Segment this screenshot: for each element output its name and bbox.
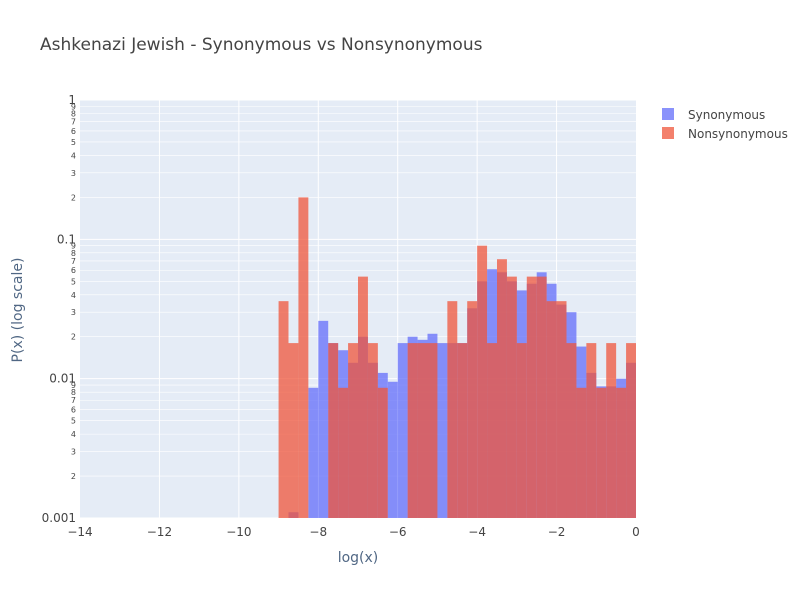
bar-nonsynonymous [616, 387, 627, 518]
y-minor-tick-label: 7 [71, 396, 76, 405]
bar-nonsynonymous [497, 259, 507, 518]
y-tick-label: 0.001 [42, 511, 76, 525]
y-minor-tick-label: 3 [71, 448, 76, 457]
bar-nonsynonymous [487, 343, 497, 518]
bar-nonsynonymous [546, 301, 557, 518]
bar-synonymous [387, 381, 398, 518]
y-minor-tick-label: 6 [71, 127, 76, 136]
bar-nonsynonymous [338, 387, 349, 518]
x-tick-label: −10 [226, 525, 251, 539]
y-minor-tick-label: 6 [71, 406, 76, 415]
bar-nonsynonymous [427, 343, 438, 518]
bar-synonymous [397, 343, 408, 518]
bar-nonsynonymous [596, 387, 607, 518]
y-minor-tick-label: 5 [71, 417, 76, 426]
bar-nonsynonymous [506, 276, 517, 518]
y-minor-tick-label: 3 [71, 308, 76, 317]
bar-nonsynonymous [457, 343, 468, 518]
x-tick-label: −8 [309, 525, 327, 539]
y-minor-tick-label: 8 [71, 249, 76, 258]
x-tick-label: −14 [67, 525, 92, 539]
legend[interactable]: Synonymous Nonsynonymous [662, 108, 788, 141]
bar-nonsynonymous [526, 276, 537, 518]
y-minor-tick-label: 5 [71, 277, 76, 286]
bar-nonsynonymous [367, 343, 378, 518]
y-minor-tick-label: 2 [71, 193, 76, 202]
bar-nonsynonymous [447, 301, 458, 518]
y-minor-tick-label: 7 [71, 257, 76, 266]
bar-nonsynonymous [536, 276, 547, 518]
y-minor-tick-label: 2 [71, 333, 76, 342]
bars-layer [278, 197, 636, 519]
y-minor-tick-label: 9 [71, 242, 76, 251]
y-minor-tick-label: 8 [71, 388, 76, 397]
bar-nonsynonymous [516, 343, 527, 518]
y-minor-tick-label: 7 [71, 118, 76, 127]
x-tick-label: −2 [548, 525, 566, 539]
y-minor-tick-label: 4 [71, 151, 76, 160]
bar-nonsynonymous [288, 343, 299, 518]
y-tick-label: 0.1 [57, 232, 76, 246]
bar-synonymous [437, 343, 448, 518]
bar-nonsynonymous [626, 343, 636, 518]
y-minor-tick-label: 4 [71, 291, 76, 300]
bar-nonsynonymous [477, 245, 488, 519]
y-minor-tick-label: 2 [71, 472, 76, 481]
y-minor-tick-label: 5 [71, 138, 76, 147]
bar-nonsynonymous [556, 301, 567, 518]
legend-swatch-nonsynonymous [662, 127, 674, 139]
y-tick-label: 0.01 [49, 372, 76, 386]
bar-nonsynonymous [298, 197, 309, 518]
y-minor-tick-label: 3 [71, 169, 76, 178]
bar-nonsynonymous [586, 343, 597, 518]
legend-label-synonymous: Synonymous [688, 108, 765, 122]
series-nonsynonymous [278, 197, 636, 519]
chart-title: Ashkenazi Jewish - Synonymous vs Nonsyno… [40, 35, 483, 55]
bar-nonsynonymous [417, 343, 428, 518]
x-tick-label: 0 [632, 525, 640, 539]
x-axis-title: log(x) [338, 550, 379, 566]
bar-nonsynonymous [348, 343, 358, 518]
legend-swatch-synonymous [662, 108, 674, 120]
y-axis-title: P(x) (log scale) [10, 258, 26, 363]
legend-label-nonsynonymous: Nonsynonymous [688, 127, 788, 141]
y-minor-tick-label: 9 [71, 102, 76, 111]
bar-synonymous [318, 320, 329, 518]
y-minor-tick-label: 8 [71, 110, 76, 119]
x-tick-label: −12 [147, 525, 172, 539]
bar-nonsynonymous [377, 387, 388, 518]
bar-synonymous [308, 387, 319, 518]
y-minor-tick-label: 4 [71, 430, 76, 439]
bar-nonsynonymous [407, 343, 418, 518]
bar-nonsynonymous [278, 301, 289, 518]
bar-nonsynonymous [566, 343, 577, 518]
bar-nonsynonymous [606, 343, 617, 518]
y-minor-tick-label: 9 [71, 381, 76, 390]
x-tick-label: −6 [389, 525, 407, 539]
y-tick-label: 1 [68, 93, 76, 107]
bar-nonsynonymous [576, 387, 587, 518]
legend-item-nonsynonymous[interactable]: Nonsynonymous [662, 127, 788, 141]
x-axis-ticks: −14 −12 −10 −8 −6 −4 −2 0 [67, 525, 639, 539]
x-tick-label: −4 [468, 525, 486, 539]
bar-nonsynonymous [467, 301, 478, 518]
bar-nonsynonymous [358, 276, 368, 518]
bar-nonsynonymous [328, 343, 339, 518]
legend-item-synonymous[interactable]: Synonymous [662, 108, 765, 122]
y-minor-tick-label: 6 [71, 266, 76, 275]
